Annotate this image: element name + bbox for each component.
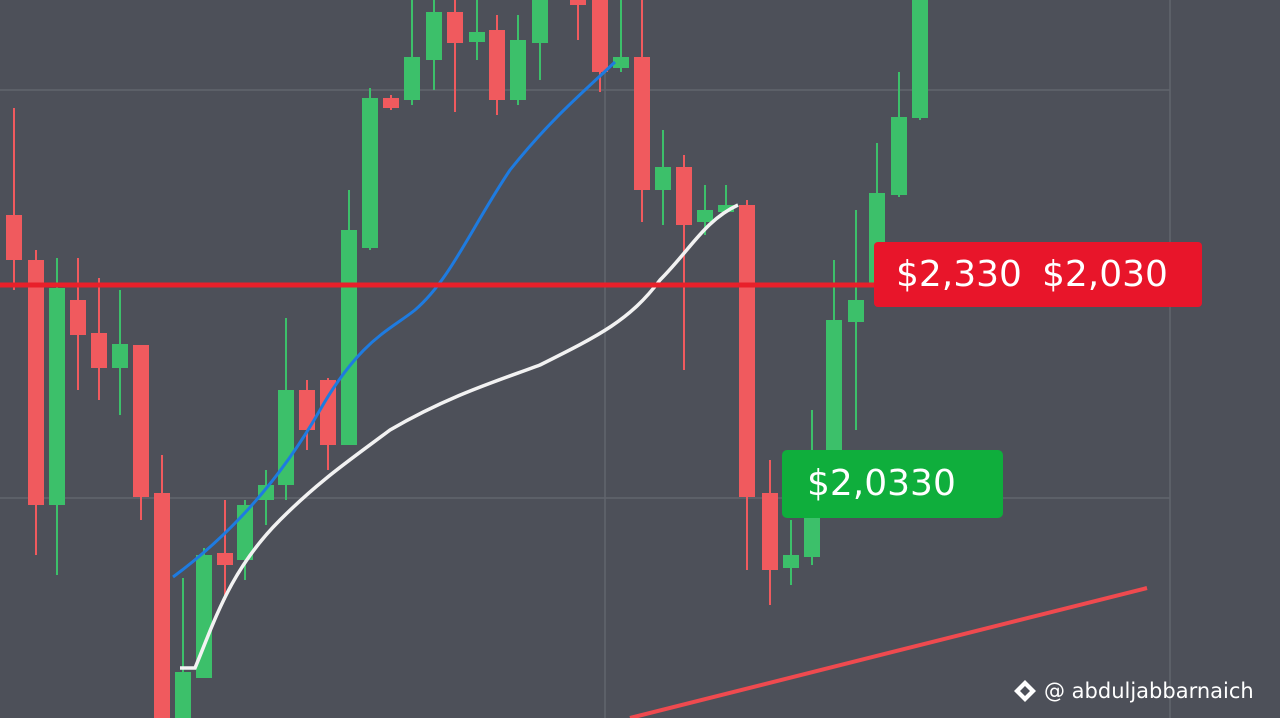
candle-body	[404, 57, 420, 100]
candle-body	[70, 300, 86, 335]
price-tag-text: $2,030	[1042, 254, 1168, 295]
candle-body	[634, 57, 650, 190]
candle-body	[510, 40, 526, 100]
candle-body	[28, 260, 44, 505]
candle-body	[912, 0, 928, 118]
candle-body	[49, 288, 65, 505]
candle-body	[426, 12, 442, 60]
candle-body	[891, 117, 907, 195]
blue-trend-line	[172, 60, 617, 579]
candle-body	[112, 344, 128, 368]
candle-body	[718, 205, 734, 212]
candle-body	[320, 380, 336, 445]
candle-body	[532, 0, 548, 43]
candle-body	[91, 333, 107, 368]
candle-body	[697, 210, 713, 222]
candle-body	[804, 517, 820, 557]
candle-body	[341, 230, 357, 445]
candle-body	[175, 672, 191, 718]
support-line	[629, 586, 1148, 718]
candle-body	[278, 390, 294, 485]
watermark-icon	[1014, 680, 1036, 702]
candle-body	[570, 0, 586, 5]
candle-body	[133, 345, 149, 497]
price-tag-green	[782, 450, 1003, 518]
price-tag-text: $2,0330	[807, 463, 956, 504]
candle-body	[592, 0, 608, 72]
candle-body	[447, 12, 463, 43]
candle-body	[6, 215, 22, 260]
candle-body	[469, 32, 485, 42]
candle-body	[826, 320, 842, 450]
candle-body	[655, 167, 671, 190]
candle-body	[196, 555, 212, 678]
candle-body	[299, 390, 315, 430]
candle-body	[489, 30, 505, 100]
watermark: @ abduljabbarnaich	[1044, 679, 1254, 703]
price-tag-text: $2,330	[896, 254, 1022, 295]
candle-body	[258, 485, 274, 500]
candle-body	[762, 493, 778, 570]
candles	[6, 0, 928, 718]
candle-body	[783, 555, 799, 568]
price-tag-red	[874, 242, 1202, 307]
candle-body	[383, 98, 399, 108]
candle-body	[154, 493, 170, 718]
candle-body	[217, 553, 233, 565]
candle-body	[613, 57, 629, 68]
candle-body	[676, 167, 692, 225]
candle-body	[848, 300, 864, 322]
candle-body	[362, 98, 378, 248]
white-trend-line	[180, 203, 739, 670]
candle-body	[739, 205, 755, 497]
